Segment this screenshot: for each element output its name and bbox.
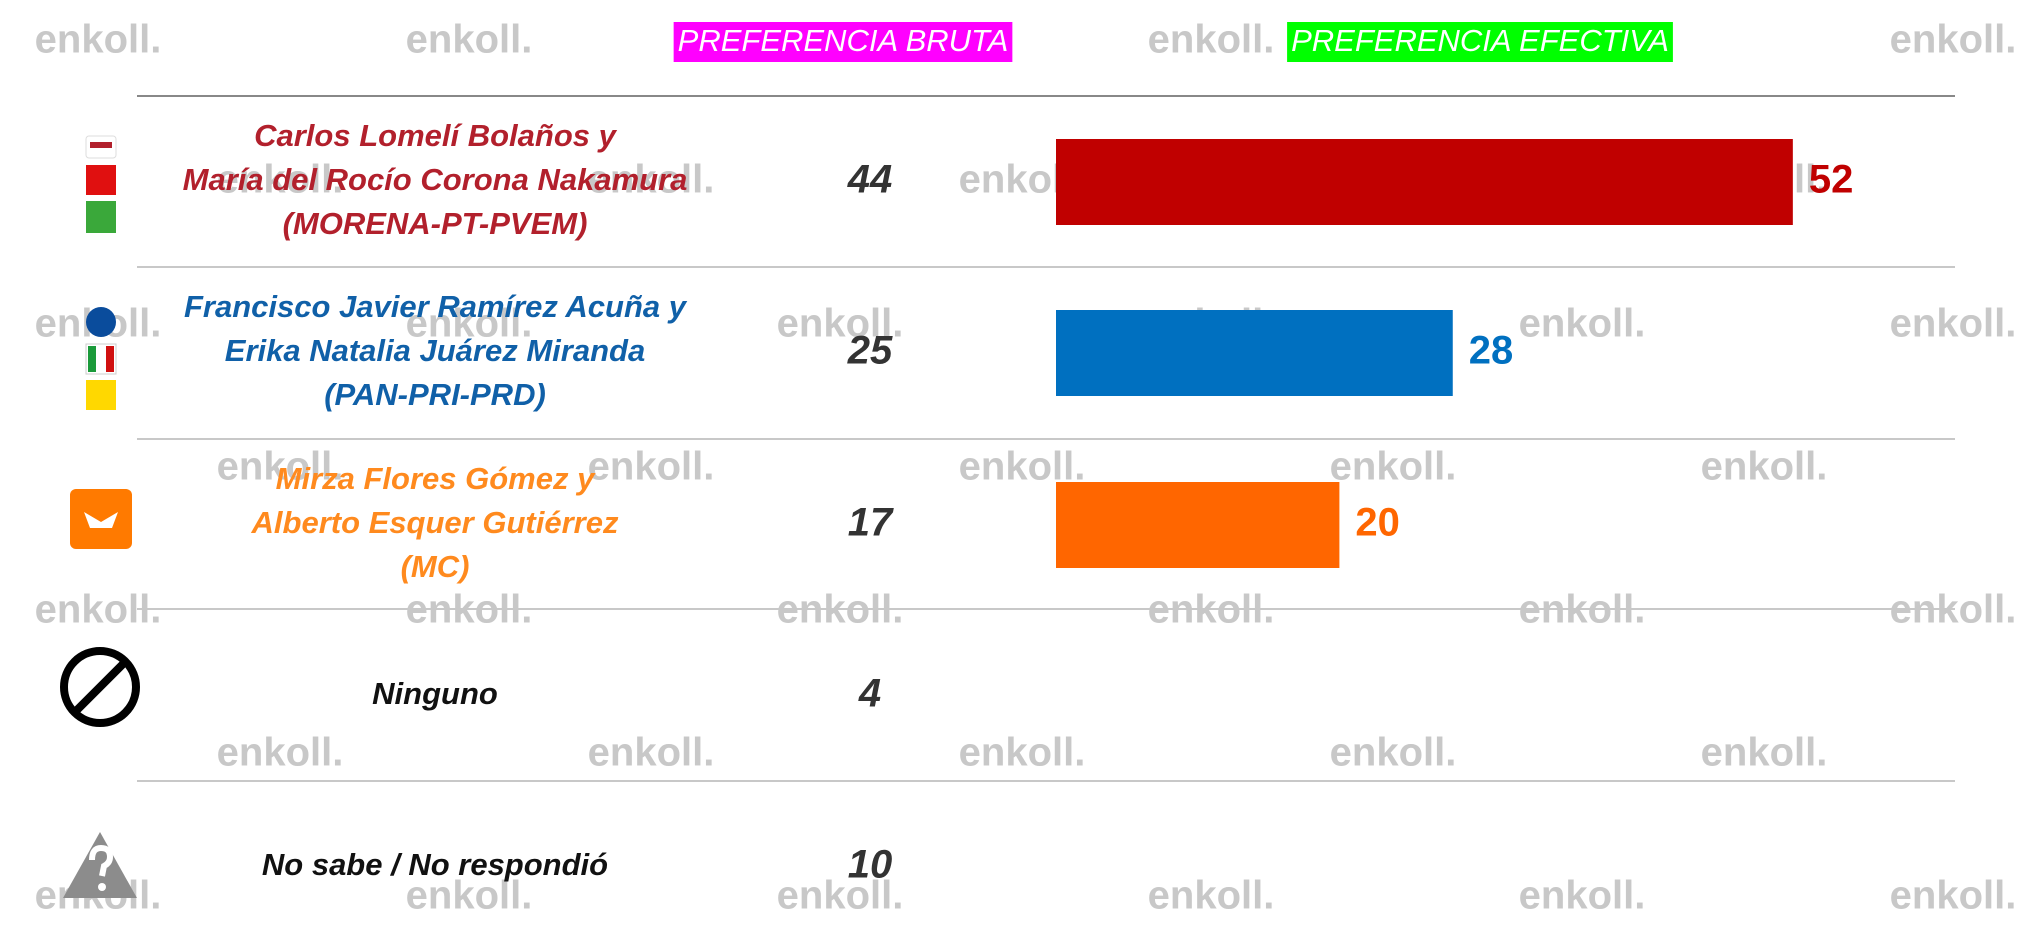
icon-pan-pri-prd bbox=[85, 307, 117, 410]
candidate-name: Ninguno bbox=[372, 676, 498, 711]
watermark: enkoll. bbox=[1890, 18, 2017, 62]
watermark: enkoll. bbox=[1519, 302, 1646, 346]
watermark: enkoll. bbox=[406, 18, 533, 62]
candidate-name: Erika Natalia Juárez Miranda bbox=[225, 333, 645, 368]
bruta-value: 44 bbox=[847, 158, 893, 202]
candidate-name: Alberto Esquer Gutiérrez bbox=[251, 505, 619, 540]
candidate-name: (MC) bbox=[401, 549, 470, 584]
bruta-value: 25 bbox=[847, 329, 893, 373]
watermark: enkoll. bbox=[1148, 18, 1275, 62]
watermark: enkoll. bbox=[1330, 445, 1457, 489]
watermark: enkoll. bbox=[1701, 731, 1828, 775]
bar bbox=[1056, 482, 1340, 568]
header-bg-bruta bbox=[673, 22, 1013, 62]
watermark: enkoll. bbox=[406, 874, 533, 918]
bar-value: 52 bbox=[1809, 158, 1854, 202]
watermark: enkoll. bbox=[959, 445, 1086, 489]
bar bbox=[1056, 310, 1453, 396]
candidate-name: Mirza Flores Gómez y bbox=[276, 461, 596, 496]
bar-value: 20 bbox=[1355, 501, 1400, 545]
candidate-name: (PAN-PRI-PRD) bbox=[324, 377, 546, 412]
watermark: enkoll. bbox=[1519, 874, 1646, 918]
bruta-value: 4 bbox=[858, 672, 881, 716]
watermark: enkoll. bbox=[406, 302, 533, 346]
watermark: enkoll. bbox=[1148, 874, 1275, 918]
watermark: enkoll. bbox=[217, 158, 344, 202]
watermark: enkoll. bbox=[777, 302, 904, 346]
watermark: enkoll. bbox=[217, 445, 344, 489]
watermark: enkoll. bbox=[959, 731, 1086, 775]
candidate-name: No sabe / No respondió bbox=[262, 847, 608, 882]
icon-none bbox=[60, 647, 140, 727]
candidate-name: Francisco Javier Ramírez Acuña y bbox=[184, 289, 688, 324]
header-bg-efectiva bbox=[1287, 22, 1673, 62]
bar bbox=[1056, 139, 1793, 225]
watermark: enkoll. bbox=[1701, 445, 1828, 489]
watermark: enkoll. bbox=[588, 445, 715, 489]
candidate-name: María del Rocío Corona Nakamura bbox=[183, 162, 688, 197]
watermark: enkoll. bbox=[1890, 874, 2017, 918]
watermark: enkoll. bbox=[217, 731, 344, 775]
watermark: enkoll. bbox=[1330, 731, 1457, 775]
candidate-name: Carlos Lomelí Bolaños y bbox=[254, 118, 618, 153]
icon-morena-pt-pvem bbox=[85, 135, 117, 233]
header-bruta: PREFERENCIA BRUTA bbox=[678, 23, 1009, 58]
icon-mc bbox=[70, 489, 132, 549]
watermark: enkoll. bbox=[35, 18, 162, 62]
watermark: enkoll. bbox=[588, 158, 715, 202]
header-efectiva: PREFERENCIA EFECTIVA bbox=[1291, 23, 1669, 58]
icon-unknown bbox=[63, 832, 137, 898]
watermark: enkoll. bbox=[588, 731, 715, 775]
watermark: enkoll. bbox=[777, 874, 904, 918]
bar-value: 28 bbox=[1469, 329, 1514, 373]
bruta-value: 10 bbox=[848, 843, 893, 887]
bruta-value: 17 bbox=[848, 501, 894, 545]
watermark: enkoll. bbox=[1890, 302, 2017, 346]
candidate-name: (MORENA-PT-PVEM) bbox=[283, 206, 588, 241]
